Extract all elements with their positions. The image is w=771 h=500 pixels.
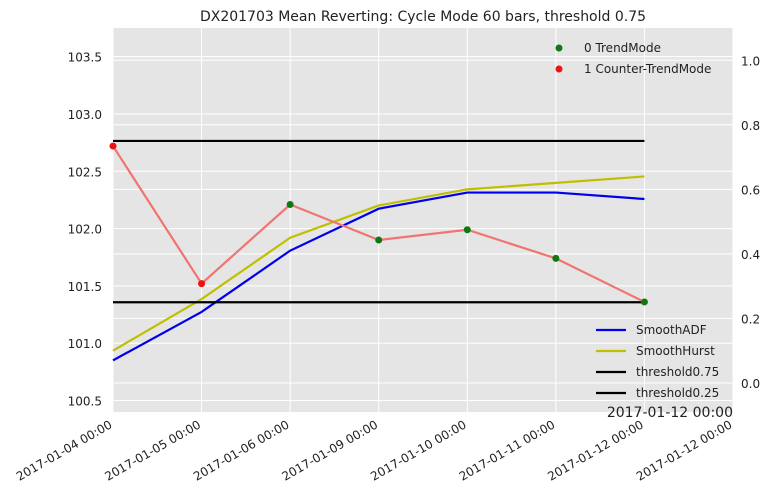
price-point [286,201,294,209]
y-right-tick-label: 0.4 [741,248,760,262]
line-legend-label: threshold0.25 [636,386,719,400]
y-left-tick-label: 102.5 [68,165,102,179]
y-right-tick-label: 0.2 [741,312,760,326]
y-left-tick-label: 101.0 [68,337,102,351]
x-tick-label: 2017-01-09 00:00 [280,417,381,483]
price-point [463,226,471,234]
y-right-tick-label: 1.0 [741,54,760,68]
line-legend: SmoothADF SmoothHurst threshold0.75 thresho… [596,323,719,400]
y-left-tick-label: 100.5 [68,395,102,409]
scatter-legend-marker [555,65,563,73]
left-axis: 100.5 101.0 101.5 102.0 102.5 103.0 103.5 [68,51,102,409]
right-axis: 0.0 0.2 0.4 0.6 0.8 1.0 [741,54,760,391]
line-legend-label: SmoothHurst [636,344,715,358]
y-left-tick-label: 103.0 [68,108,102,122]
series-line-smoothhurst [112,175,645,352]
x-tick-label: 2017-01-06 00:00 [191,417,292,483]
price-point [198,280,206,288]
y-left-tick-label: 102.0 [68,223,102,237]
scatter-legend-marker [555,44,563,52]
scatter-legend-label: 0 TrendMode [584,41,661,55]
x-offset-label: 2017-01-12 00:00 [607,405,733,421]
x-tick-label: 2017-01-10 00:00 [368,417,469,483]
y-right-tick-label: 0.6 [741,183,760,197]
y-right-tick-label: 0.0 [741,377,760,391]
x-tick-label: 2017-01-12 00:00 [634,417,735,483]
y-left-tick-label: 103.5 [68,51,102,65]
y-left-tick-label: 101.5 [68,280,102,294]
x-tick-label: 2017-01-11 00:00 [457,417,558,483]
chart-title: DX201703 Mean Reverting: Cycle Mode 60 b… [200,9,646,25]
price-point [109,142,117,150]
series-line-smoothadf [112,191,645,362]
price-point [552,254,560,262]
line-legend-label: SmoothADF [636,323,707,337]
plot-background [113,28,733,412]
price-point [375,236,383,244]
x-tick-label: 2017-01-04 00:00 [14,417,115,483]
scatter-legend-label: 1 Counter-TrendMode [584,62,711,76]
scatter-legend: 0 TrendMode 1 Counter-TrendMode [555,41,711,76]
x-tick-label: 2017-01-05 00:00 [102,417,203,483]
grid [112,28,734,412]
price-points [109,142,648,306]
x-tick-label: 2017-01-12 00:00 [545,417,646,483]
price-point [640,298,648,306]
line-legend-label: threshold0.75 [636,365,719,379]
y-right-tick-label: 0.8 [741,119,760,133]
